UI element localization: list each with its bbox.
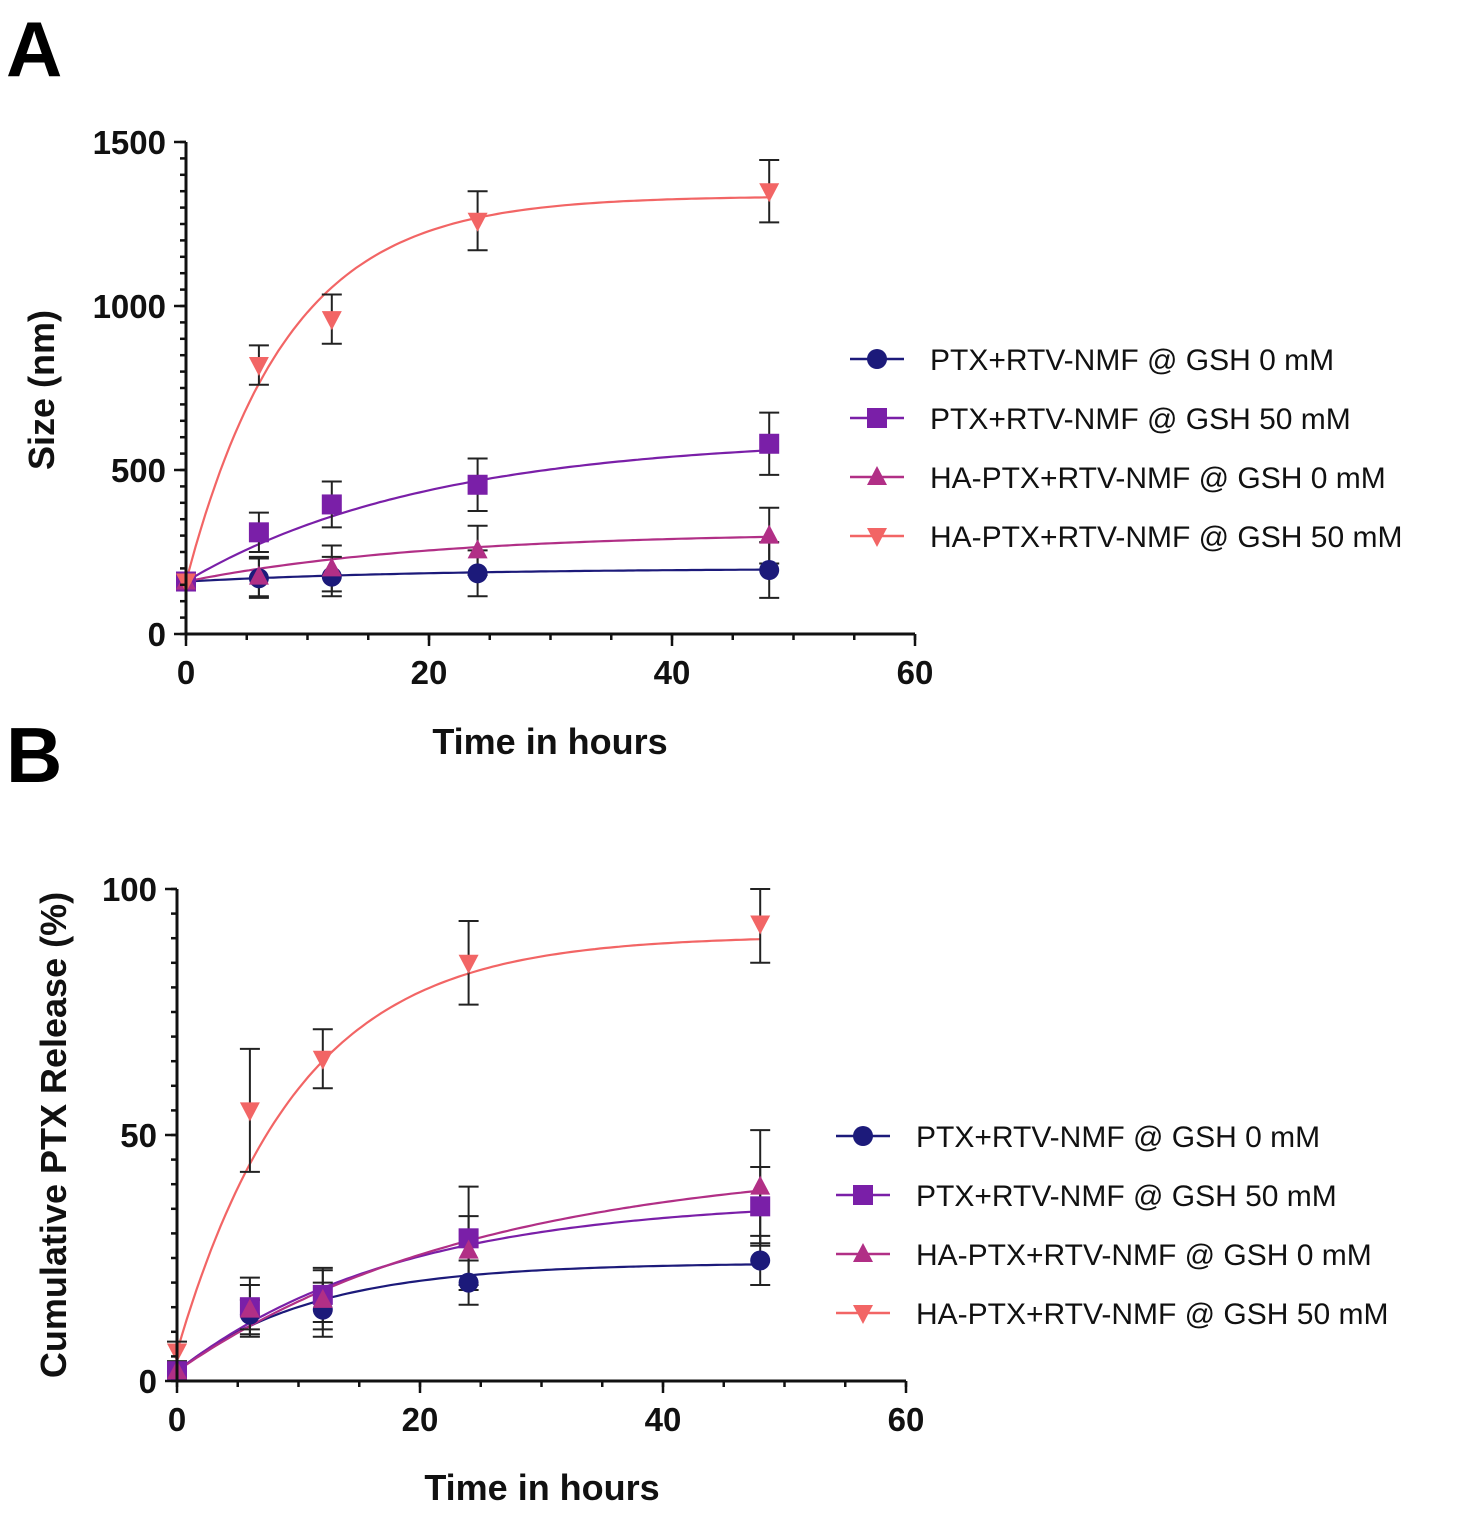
panel-b-x-axis-title: Time in hours <box>424 1467 659 1508</box>
panel-a-legend-label: HA-PTX+RTV-NMF @ GSH 0 mM <box>930 462 1386 495</box>
panel-a-point-ha-ptx-rtv-nmf-gsh-50-mm <box>759 183 780 203</box>
panel-a-x-tick-label: 40 <box>654 654 691 691</box>
panel-b: B 0 20 40 60 0 50 100 Time in hours Cumulative… <box>6 711 1388 1508</box>
panel-a-legend-item-ptx-rtv-nmf-gsh-0-mm: PTX+RTV-NMF @ GSH 0 mM <box>850 344 1334 377</box>
panel-b-y-tick-label: 100 <box>102 871 157 908</box>
panel-a-fit-curves <box>184 196 770 583</box>
panel-a-legend-item-ha-ptx-rtv-nmf-gsh-0-mm: HA-PTX+RTV-NMF @ GSH 0 mM <box>850 462 1386 495</box>
panel-b-legend-marker-ha-ptx-rtv-nmf-gsh-0-mm <box>853 1243 873 1262</box>
panel-b-legend-item-ptx-rtv-nmf-gsh-0-mm: PTX+RTV-NMF @ GSH 0 mM <box>836 1121 1320 1154</box>
panel-a-y-tick-label: 500 <box>111 452 166 489</box>
panel-a-point-ptx-rtv-nmf-gsh-50-mm <box>759 433 780 454</box>
panel-a-legend-label: HA-PTX+RTV-NMF @ GSH 50 mM <box>930 521 1402 554</box>
panel-a-point-ptx-rtv-nmf-gsh-50-mm <box>321 494 342 515</box>
panel-b-point-ha-ptx-rtv-nmf-gsh-0-mm <box>458 1239 479 1259</box>
panel-a-x-tick-label: 60 <box>897 654 934 691</box>
panel-b-x-tick-label: 60 <box>888 1401 925 1438</box>
panel-b-point-ha-ptx-rtv-nmf-gsh-0-mm <box>312 1288 333 1308</box>
panel-b-point-ptx-rtv-nmf-gsh-50-mm <box>458 1228 479 1249</box>
panel-b-x-tick-label: 40 <box>645 1401 682 1438</box>
panel-a-axes: 0 20 40 60 0 500 1000 1500 <box>93 124 934 691</box>
panel-b-point-ptx-rtv-nmf-gsh-0-mm <box>458 1272 479 1293</box>
panel-a-legend-item-ptx-rtv-nmf-gsh-50-mm: PTX+RTV-NMF @ GSH 50 mM <box>850 403 1351 436</box>
panel-b-y-tick-label: 50 <box>120 1117 157 1154</box>
panel-b-legend: PTX+RTV-NMF @ GSH 0 mM PTX+RTV-NMF @ GSH … <box>836 1121 1388 1331</box>
panel-b-point-ha-ptx-rtv-nmf-gsh-50-mm <box>750 915 771 935</box>
panel-a-legend-marker-ha-ptx-rtv-nmf-gsh-50-mm <box>867 528 887 547</box>
panel-b-letter: B <box>6 711 62 799</box>
panel-a-point-ha-ptx-rtv-nmf-gsh-0-mm <box>321 557 342 577</box>
panel-a-x-tick-label: 20 <box>411 654 448 691</box>
panel-a-point-ptx-rtv-nmf-gsh-0-mm <box>467 563 488 584</box>
panel-b-y-tick-label: 0 <box>139 1363 157 1400</box>
panel-b-legend-item-ptx-rtv-nmf-gsh-50-mm: PTX+RTV-NMF @ GSH 50 mM <box>836 1180 1337 1213</box>
panel-a-legend-label: PTX+RTV-NMF @ GSH 50 mM <box>930 403 1351 436</box>
panel-a-point-ha-ptx-rtv-nmf-gsh-0-mm <box>759 524 780 544</box>
panel-b-data-points <box>167 915 771 1382</box>
panel-a-y-axis-title: Size (nm) <box>21 310 62 470</box>
panel-a-point-ha-ptx-rtv-nmf-gsh-50-mm <box>321 311 342 331</box>
panel-b-point-ha-ptx-rtv-nmf-gsh-50-mm <box>312 1050 333 1070</box>
panel-a-y-tick-label: 0 <box>148 616 166 653</box>
panel-a-point-ha-ptx-rtv-nmf-gsh-0-mm <box>467 539 488 559</box>
panel-b-legend-label: HA-PTX+RTV-NMF @ GSH 0 mM <box>916 1239 1372 1272</box>
panel-a-point-ha-ptx-rtv-nmf-gsh-0-mm <box>248 565 269 585</box>
panel-b-legend-label: PTX+RTV-NMF @ GSH 0 mM <box>916 1121 1320 1154</box>
panel-a-fit-curve-ha-ptx-rtv-nmf-gsh-50-mm <box>184 196 770 582</box>
panel-b-point-ha-ptx-rtv-nmf-gsh-0-mm <box>750 1175 771 1195</box>
panel-a-point-ptx-rtv-nmf-gsh-50-mm <box>467 474 488 495</box>
panel-b-axes: 0 20 40 60 0 50 100 <box>102 871 924 1438</box>
panel-a-legend-marker-ptx-rtv-nmf-gsh-50-mm <box>867 408 887 428</box>
panel-a-legend-item-ha-ptx-rtv-nmf-gsh-50-mm: HA-PTX+RTV-NMF @ GSH 50 mM <box>850 521 1402 554</box>
panel-b-legend-item-ha-ptx-rtv-nmf-gsh-50-mm: HA-PTX+RTV-NMF @ GSH 50 mM <box>836 1298 1388 1331</box>
panel-b-legend-marker-ha-ptx-rtv-nmf-gsh-50-mm <box>853 1305 873 1324</box>
panel-a-point-ha-ptx-rtv-nmf-gsh-50-mm <box>248 357 269 377</box>
panel-b-point-ha-ptx-rtv-nmf-gsh-50-mm <box>458 954 479 974</box>
panel-b-point-ha-ptx-rtv-nmf-gsh-0-mm <box>239 1298 260 1318</box>
panel-a-y-tick-label: 1500 <box>93 124 166 161</box>
panel-a-point-ptx-rtv-nmf-gsh-0-mm <box>759 560 780 581</box>
panel-a-letter: A <box>6 5 62 93</box>
panel-a-legend-marker-ha-ptx-rtv-nmf-gsh-0-mm <box>867 466 887 485</box>
panel-b-x-tick-label: 0 <box>168 1401 186 1438</box>
panel-b-legend-marker-ptx-rtv-nmf-gsh-50-mm <box>853 1185 873 1205</box>
panel-b-legend-item-ha-ptx-rtv-nmf-gsh-0-mm: HA-PTX+RTV-NMF @ GSH 0 mM <box>836 1239 1372 1272</box>
panel-b-point-ptx-rtv-nmf-gsh-50-mm <box>750 1196 771 1217</box>
panel-a-point-ha-ptx-rtv-nmf-gsh-50-mm <box>467 212 488 232</box>
panel-b-legend-label: HA-PTX+RTV-NMF @ GSH 50 mM <box>916 1298 1388 1331</box>
panel-b-legend-marker-ptx-rtv-nmf-gsh-0-mm <box>853 1126 873 1146</box>
panel-a-y-tick-label: 1000 <box>93 288 166 325</box>
panel-b-x-tick-label: 20 <box>402 1401 439 1438</box>
panel-b-legend-label: PTX+RTV-NMF @ GSH 50 mM <box>916 1180 1337 1213</box>
panel-b-point-ptx-rtv-nmf-gsh-0-mm <box>750 1250 771 1271</box>
panel-a-x-tick-label: 0 <box>177 654 195 691</box>
panel-a-legend-marker-ptx-rtv-nmf-gsh-0-mm <box>867 349 887 369</box>
panel-a-x-axis-title: Time in hours <box>432 721 667 762</box>
panel-a-point-ptx-rtv-nmf-gsh-50-mm <box>248 522 269 543</box>
panel-b-y-axis-title: Cumulative PTX Release (%) <box>33 892 74 1378</box>
panel-b-point-ha-ptx-rtv-nmf-gsh-50-mm <box>239 1102 260 1122</box>
panel-a: A 0 20 40 60 0 500 1000 1500 Time in hours Size… <box>6 5 1402 762</box>
panel-a-legend: PTX+RTV-NMF @ GSH 0 mM PTX+RTV-NMF @ GSH … <box>850 344 1402 554</box>
panel-a-data-points <box>176 183 780 593</box>
panel-a-legend-label: PTX+RTV-NMF @ GSH 0 mM <box>930 344 1334 377</box>
